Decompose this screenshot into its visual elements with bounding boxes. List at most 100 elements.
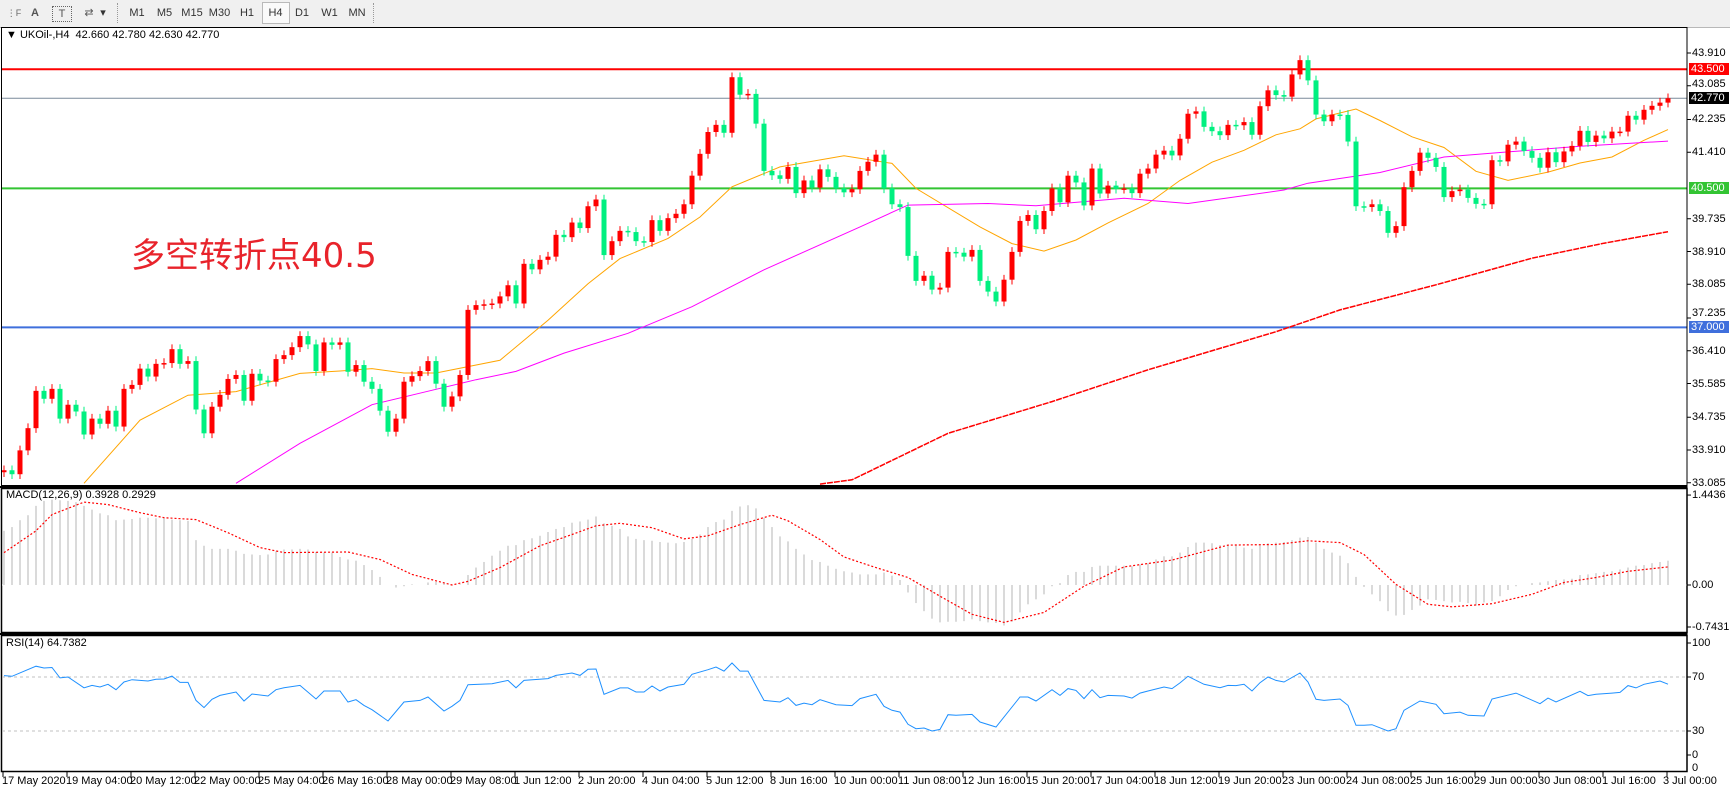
timeframe-mn[interactable]: MN [348, 7, 366, 19]
fibo-fan-icon[interactable]: ⋮F [6, 8, 22, 18]
toolbar-separator [373, 3, 376, 23]
candle-body [1577, 130, 1583, 146]
candle-body [209, 406, 215, 434]
candle-body [105, 410, 111, 424]
candle-body [761, 123, 767, 171]
price-axis-label: 41.410 [1692, 146, 1726, 159]
timeframe-h1[interactable]: H1 [239, 7, 255, 19]
candle-body [265, 380, 271, 383]
candle-body [1569, 145, 1575, 152]
candle-body [745, 93, 751, 96]
candle-body [33, 390, 39, 429]
candle-body [945, 251, 951, 288]
candle-body [785, 166, 791, 179]
candle-body [769, 170, 775, 176]
candle-body [1537, 157, 1543, 168]
time-axis-label: 29 May 08:00 [450, 775, 517, 787]
candle-body [593, 199, 599, 207]
timeframe-m15[interactable]: M15 [181, 7, 203, 19]
candle-body [433, 361, 439, 384]
time-axis-label: 1 Jun 12:00 [514, 775, 572, 787]
candle-body [889, 188, 895, 205]
chart-annotation[interactable]: 多空转折点40.5 [131, 236, 377, 276]
candle-body [169, 349, 175, 364]
candle-body [1225, 124, 1231, 136]
candle-body [1377, 204, 1383, 212]
candle-body [969, 249, 975, 257]
rsi-label: RSI(14) 64.7382 [6, 637, 87, 649]
candle-body [489, 303, 495, 306]
candle-body [377, 388, 383, 411]
candle-body [641, 241, 647, 243]
text-icon[interactable]: A [31, 7, 39, 19]
candle-body [353, 365, 359, 372]
candle-body [1209, 126, 1215, 132]
time-axis-label: 24 Jun 08:00 [1346, 775, 1410, 787]
candle-body [1185, 113, 1191, 139]
candle-body [665, 218, 671, 231]
price-axis-label: 33.085 [1692, 476, 1726, 489]
candle-body [617, 230, 623, 242]
timeframe-m30[interactable]: M30 [208, 7, 231, 19]
candle-body [1625, 115, 1631, 132]
time-axis-label: 30 Jun 08:00 [1538, 775, 1602, 787]
candle-body [1025, 214, 1031, 221]
candle-body [737, 77, 743, 95]
candle-body [913, 255, 919, 281]
price-axis-label: 38.910 [1692, 245, 1726, 258]
candle-body [601, 199, 607, 256]
time-axis-label: 28 May 00:00 [386, 775, 453, 787]
candle-body [1057, 188, 1063, 203]
candle-body [881, 154, 887, 189]
time-axis-label: 17 May 2020 [2, 775, 66, 787]
candle-body [1289, 74, 1295, 97]
time-axis-label: 15 Jun 20:00 [1026, 775, 1090, 787]
candle-body [633, 232, 639, 242]
candle-body [585, 206, 591, 229]
time-axis-label: 25 Jun 16:00 [1410, 775, 1474, 787]
candle-body [1233, 124, 1239, 127]
candle-body [1521, 141, 1527, 152]
candle-body [1545, 152, 1551, 168]
candle-body [849, 189, 855, 193]
rsi-line [3, 662, 1669, 732]
timeframe-d1[interactable]: D1 [294, 7, 310, 19]
candle-body [649, 220, 655, 242]
timeframe-m1[interactable]: M1 [129, 7, 145, 19]
time-axis-label: 20 May 12:00 [130, 775, 197, 787]
timeframe-h4[interactable]: H4 [261, 2, 290, 24]
macd-label: MACD(12,26,9) 0.3928 0.2929 [6, 489, 156, 501]
price-axis-label: 37.235 [1692, 307, 1726, 320]
candle-body [1249, 122, 1255, 135]
candle-body [81, 411, 87, 435]
candle-body [1345, 114, 1351, 142]
price-plot [2, 55, 1687, 485]
candle-body [1089, 168, 1095, 206]
candle-body [1009, 251, 1015, 280]
candle-body [1369, 204, 1375, 208]
candle-body [577, 222, 583, 229]
chevron-down-icon[interactable]: ▾ [100, 7, 106, 19]
candle-body [1609, 131, 1615, 139]
candle-body [697, 153, 703, 176]
candle-body [1081, 182, 1087, 206]
timeframe-w1[interactable]: W1 [321, 7, 338, 19]
time-axis-label: 2 Jun 20:00 [578, 775, 636, 787]
candle-body [1113, 185, 1119, 189]
candle-body [529, 263, 535, 270]
macd-axis-label: 0.00 [1692, 579, 1714, 591]
arrows-icon[interactable]: ⇄ [84, 7, 94, 19]
candle-body [1033, 214, 1039, 230]
candle-body [1529, 151, 1535, 158]
candle-body [113, 410, 119, 427]
price-axis-label: 39.735 [1692, 212, 1726, 225]
current-price-tag: 42.770 [1689, 92, 1729, 105]
candle-body [1137, 173, 1143, 194]
time-axis-label: 26 May 16:00 [322, 775, 389, 787]
timeframe-m5[interactable]: M5 [156, 7, 173, 19]
level-price-tag: 37.000 [1689, 321, 1729, 334]
candle-body [1393, 226, 1399, 233]
rsi-axis-label: 30 [1692, 725, 1705, 737]
text-label-icon[interactable]: T [52, 6, 72, 22]
